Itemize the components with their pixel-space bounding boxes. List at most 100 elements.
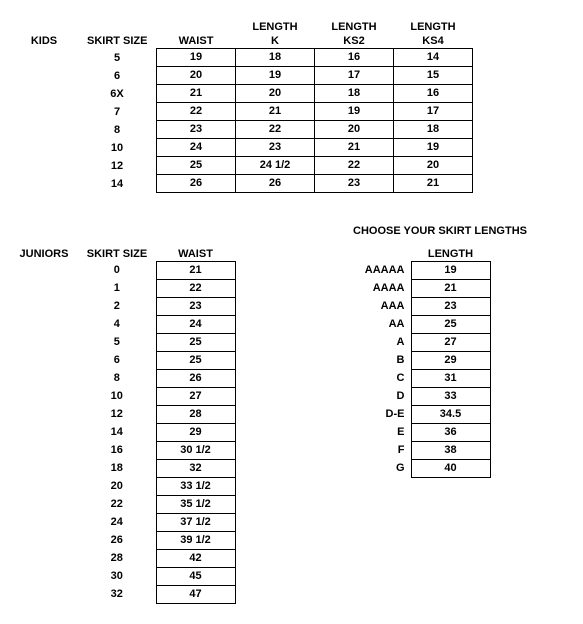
- kids-size: 8: [78, 121, 157, 139]
- juniors-waist: 35 1/2: [156, 496, 235, 514]
- juniors-size: 1: [78, 280, 156, 298]
- table-row: 3247: [10, 586, 235, 604]
- table-row: 1630 1/2: [10, 442, 235, 460]
- length-code: G: [346, 460, 412, 478]
- kids-k: 24 1/2: [236, 157, 315, 175]
- kids-ks2: 20: [315, 121, 394, 139]
- kids-header-ks2: KS2: [315, 34, 394, 49]
- kids-ks2: 16: [315, 49, 394, 67]
- lengths-table: LENGTH AAAAA19AAAA21AAA23AA25A27B29C31D3…: [346, 247, 491, 478]
- kids-waist: 21: [157, 85, 236, 103]
- length-value: 38: [411, 442, 490, 460]
- juniors-size: 6: [78, 352, 156, 370]
- kids-header-length-k-top: LENGTH: [236, 20, 315, 34]
- kids-size: 10: [78, 139, 157, 157]
- kids-size: 6: [78, 67, 157, 85]
- choose-title: CHOOSE YOUR SKIRT LENGTHS: [310, 225, 570, 247]
- length-code: AAA: [346, 298, 412, 316]
- table-row: C31: [346, 370, 491, 388]
- kids-header-ks4: KS4: [394, 34, 473, 49]
- juniors-waist: 24: [156, 316, 235, 334]
- juniors-waist: 22: [156, 280, 235, 298]
- length-code: D-E: [346, 406, 412, 424]
- kids-k: 20: [236, 85, 315, 103]
- table-row: 223: [10, 298, 235, 316]
- kids-ks2: 17: [315, 67, 394, 85]
- juniors-size: 4: [78, 316, 156, 334]
- juniors-waist: 27: [156, 388, 235, 406]
- length-code: E: [346, 424, 412, 442]
- kids-table: LENGTH LENGTH LENGTH KIDS SKIRT SIZE WAI…: [10, 20, 473, 193]
- lengths-header: LENGTH: [411, 247, 490, 262]
- kids-waist: 22: [157, 103, 236, 121]
- table-row: 2033 1/2: [10, 478, 235, 496]
- juniors-table: JUNIORS SKIRT SIZE WAIST 021122223424525…: [10, 247, 236, 604]
- table-row: 620191715: [10, 67, 473, 85]
- juniors-waist: 21: [156, 262, 235, 280]
- kids-size: 14: [78, 175, 157, 193]
- table-row: 826: [10, 370, 235, 388]
- kids-header-waist: WAIST: [157, 34, 236, 49]
- juniors-waist: 33 1/2: [156, 478, 235, 496]
- juniors-waist: 25: [156, 352, 235, 370]
- juniors-waist: 47: [156, 586, 235, 604]
- length-value: 31: [411, 370, 490, 388]
- table-row: 1027: [10, 388, 235, 406]
- juniors-size: 8: [78, 370, 156, 388]
- kids-ks4: 15: [394, 67, 473, 85]
- table-row: D-E34.5: [346, 406, 491, 424]
- table-row: 1429: [10, 424, 235, 442]
- juniors-size: 22: [78, 496, 156, 514]
- length-value: 23: [411, 298, 490, 316]
- kids-ks4: 16: [394, 85, 473, 103]
- juniors-size: 24: [78, 514, 156, 532]
- length-code: AAAAA: [346, 262, 412, 280]
- table-row: G40: [346, 460, 491, 478]
- juniors-size: 0: [78, 262, 156, 280]
- length-code: C: [346, 370, 412, 388]
- juniors-waist: 39 1/2: [156, 532, 235, 550]
- table-row: 823222018: [10, 121, 473, 139]
- kids-header-length-ks2-top: LENGTH: [315, 20, 394, 34]
- kids-title: KIDS: [10, 34, 78, 49]
- kids-k: 18: [236, 49, 315, 67]
- table-row: 6X21201816: [10, 85, 473, 103]
- table-row: 424: [10, 316, 235, 334]
- kids-header-k: K: [236, 34, 315, 49]
- length-value: 40: [411, 460, 490, 478]
- juniors-waist: 37 1/2: [156, 514, 235, 532]
- juniors-size: 18: [78, 460, 156, 478]
- kids-size: 5: [78, 49, 157, 67]
- length-value: 25: [411, 316, 490, 334]
- kids-waist: 20: [157, 67, 236, 85]
- length-value: 21: [411, 280, 490, 298]
- length-value: 36: [411, 424, 490, 442]
- length-code: D: [346, 388, 412, 406]
- table-row: AAA23: [346, 298, 491, 316]
- table-row: F38: [346, 442, 491, 460]
- table-row: 1024232119: [10, 139, 473, 157]
- kids-ks4: 17: [394, 103, 473, 121]
- length-value: 33: [411, 388, 490, 406]
- table-row: 625: [10, 352, 235, 370]
- table-row: 1426262321: [10, 175, 473, 193]
- table-row: E36: [346, 424, 491, 442]
- juniors-size: 32: [78, 586, 156, 604]
- juniors-size: 12: [78, 406, 156, 424]
- kids-size: 12: [78, 157, 157, 175]
- kids-waist: 24: [157, 139, 236, 157]
- kids-waist: 26: [157, 175, 236, 193]
- table-row: 519181614: [10, 49, 473, 67]
- juniors-waist: 42: [156, 550, 235, 568]
- table-row: AA25: [346, 316, 491, 334]
- kids-k: 19: [236, 67, 315, 85]
- juniors-size: 26: [78, 532, 156, 550]
- length-code: B: [346, 352, 412, 370]
- kids-header-length-ks4-top: LENGTH: [394, 20, 473, 34]
- length-code: A: [346, 334, 412, 352]
- length-value: 29: [411, 352, 490, 370]
- kids-ks2: 18: [315, 85, 394, 103]
- juniors-waist: 29: [156, 424, 235, 442]
- juniors-waist: 30 1/2: [156, 442, 235, 460]
- table-row: 1832: [10, 460, 235, 478]
